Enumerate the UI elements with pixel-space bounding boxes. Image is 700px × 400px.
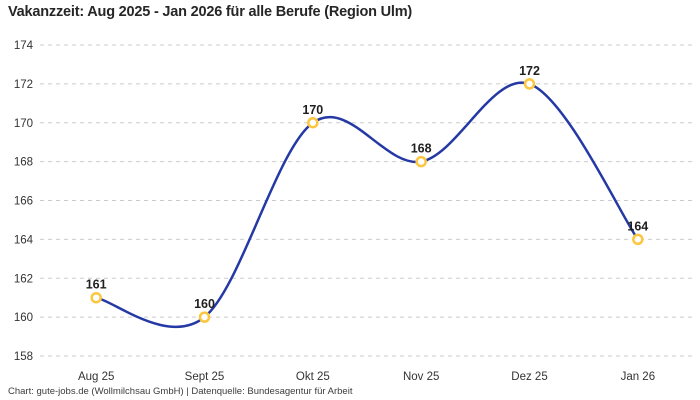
data-point-label: 170 — [302, 103, 323, 117]
y-tick-label: 164 — [14, 234, 34, 246]
data-point-label: 168 — [411, 142, 432, 156]
data-point-label: 161 — [86, 278, 107, 292]
y-tick-label: 172 — [14, 79, 33, 91]
x-tick-label: Sept 25 — [185, 371, 225, 383]
data-point-marker — [632, 233, 644, 246]
line-series — [94, 81, 640, 329]
data-point-marker — [198, 311, 211, 323]
data-point-marker — [90, 291, 102, 304]
y-tick-label: 162 — [14, 273, 33, 285]
data-point-label: 164 — [627, 219, 648, 233]
data-point-marker — [415, 155, 427, 168]
chart-footer: Chart: gute-jobs.de (Wollmilchsau GmbH) … — [8, 386, 353, 397]
y-tick-label: 158 — [14, 351, 33, 363]
x-tick-label: Okt 25 — [296, 371, 330, 383]
y-tick-label: 168 — [14, 157, 33, 169]
data-point-label: 160 — [194, 297, 215, 311]
chart-title: Vakanzzeit: Aug 2025 - Jan 2026 für alle… — [8, 4, 413, 20]
data-point-marker — [523, 78, 536, 90]
y-tick-label: 160 — [14, 312, 33, 324]
x-tick-label: Dez 25 — [511, 371, 547, 383]
x-tick-label: Jan 26 — [621, 371, 656, 383]
y-tick-label: 170 — [14, 118, 33, 130]
y-tick-label: 174 — [14, 40, 34, 52]
x-tick-label: Aug 25 — [78, 371, 114, 383]
y-tick-label: 166 — [14, 196, 33, 208]
x-tick-label: Nov 25 — [403, 371, 439, 383]
data-point-label: 172 — [519, 64, 540, 78]
data-point-marker — [307, 117, 319, 129]
